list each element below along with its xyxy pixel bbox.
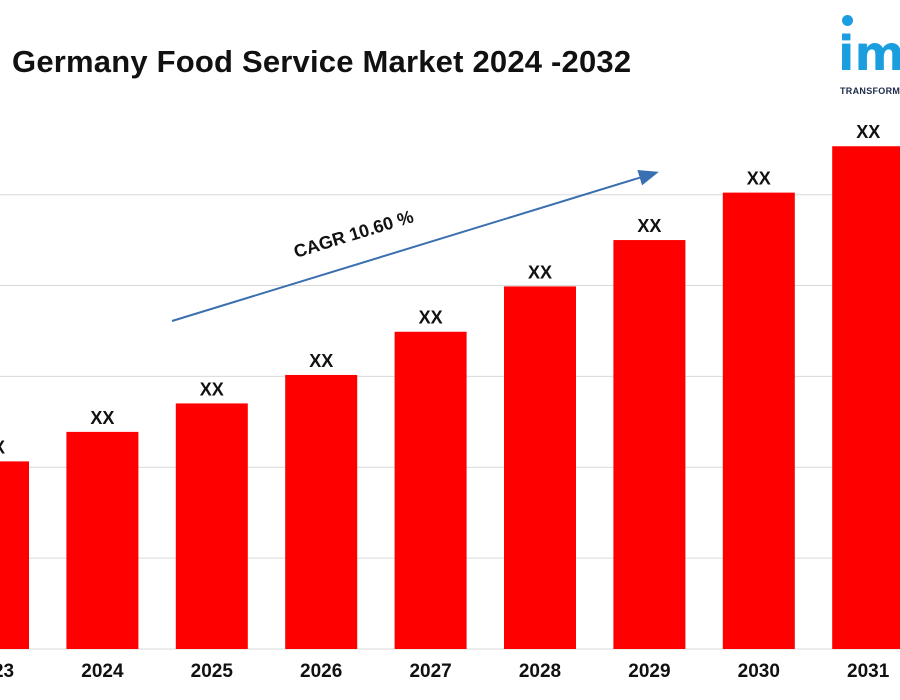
x-tick-label-2023: 2023 <box>0 661 14 682</box>
bar-2031 <box>832 146 900 649</box>
x-tick-label-2024: 2024 <box>81 661 124 682</box>
bar-2023 <box>0 461 29 649</box>
data-label-2028: XX <box>528 262 552 282</box>
cagr-annotation: CAGR 10.60 % <box>171 170 659 322</box>
bars <box>0 146 900 650</box>
x-axis: 2023 2024 2025 2026 2027 2028 2029 2030 2031 <box>0 661 890 682</box>
data-label-2026: XX <box>309 351 333 371</box>
bar-2024 <box>66 431 139 649</box>
x-tick-label-2028: 2028 <box>519 661 561 682</box>
cagr-label: CAGR 10.60 % <box>291 206 415 261</box>
data-label-2030: XX <box>747 169 771 189</box>
data-label-2029: XX <box>637 216 661 236</box>
bar-2027 <box>394 331 467 649</box>
bar-2026 <box>285 374 358 649</box>
x-tick-label-2030: 2030 <box>738 661 780 682</box>
data-labels: XX XX XX XX XX XX XX XX XX <box>0 122 880 457</box>
bar-2029 <box>613 240 686 649</box>
logo-mark: im <box>838 26 900 82</box>
data-label-2031: XX <box>856 122 880 142</box>
x-tick-label-2027: 2027 <box>409 661 451 682</box>
bar-2028 <box>504 286 576 649</box>
x-tick-label-2029: 2029 <box>628 661 670 682</box>
x-tick-label-2026: 2026 <box>300 661 342 682</box>
logo-tagline: TRANSFORM <box>840 86 900 96</box>
data-label-2023: XX <box>0 437 5 457</box>
cagr-arrow <box>171 170 659 322</box>
x-tick-label-2025: 2025 <box>191 661 234 682</box>
chart-title: Germany Food Service Market 2024 -2032 <box>12 44 632 79</box>
data-label-2024: XX <box>90 408 114 428</box>
x-tick-label-2031: 2031 <box>847 661 890 682</box>
data-label-2027: XX <box>419 308 443 328</box>
brand-logo: im TRANSFORM <box>832 12 900 102</box>
bar-2025 <box>175 403 248 649</box>
logo-dot <box>842 15 853 26</box>
bar-2030 <box>722 192 795 650</box>
data-label-2025: XX <box>200 379 224 399</box>
